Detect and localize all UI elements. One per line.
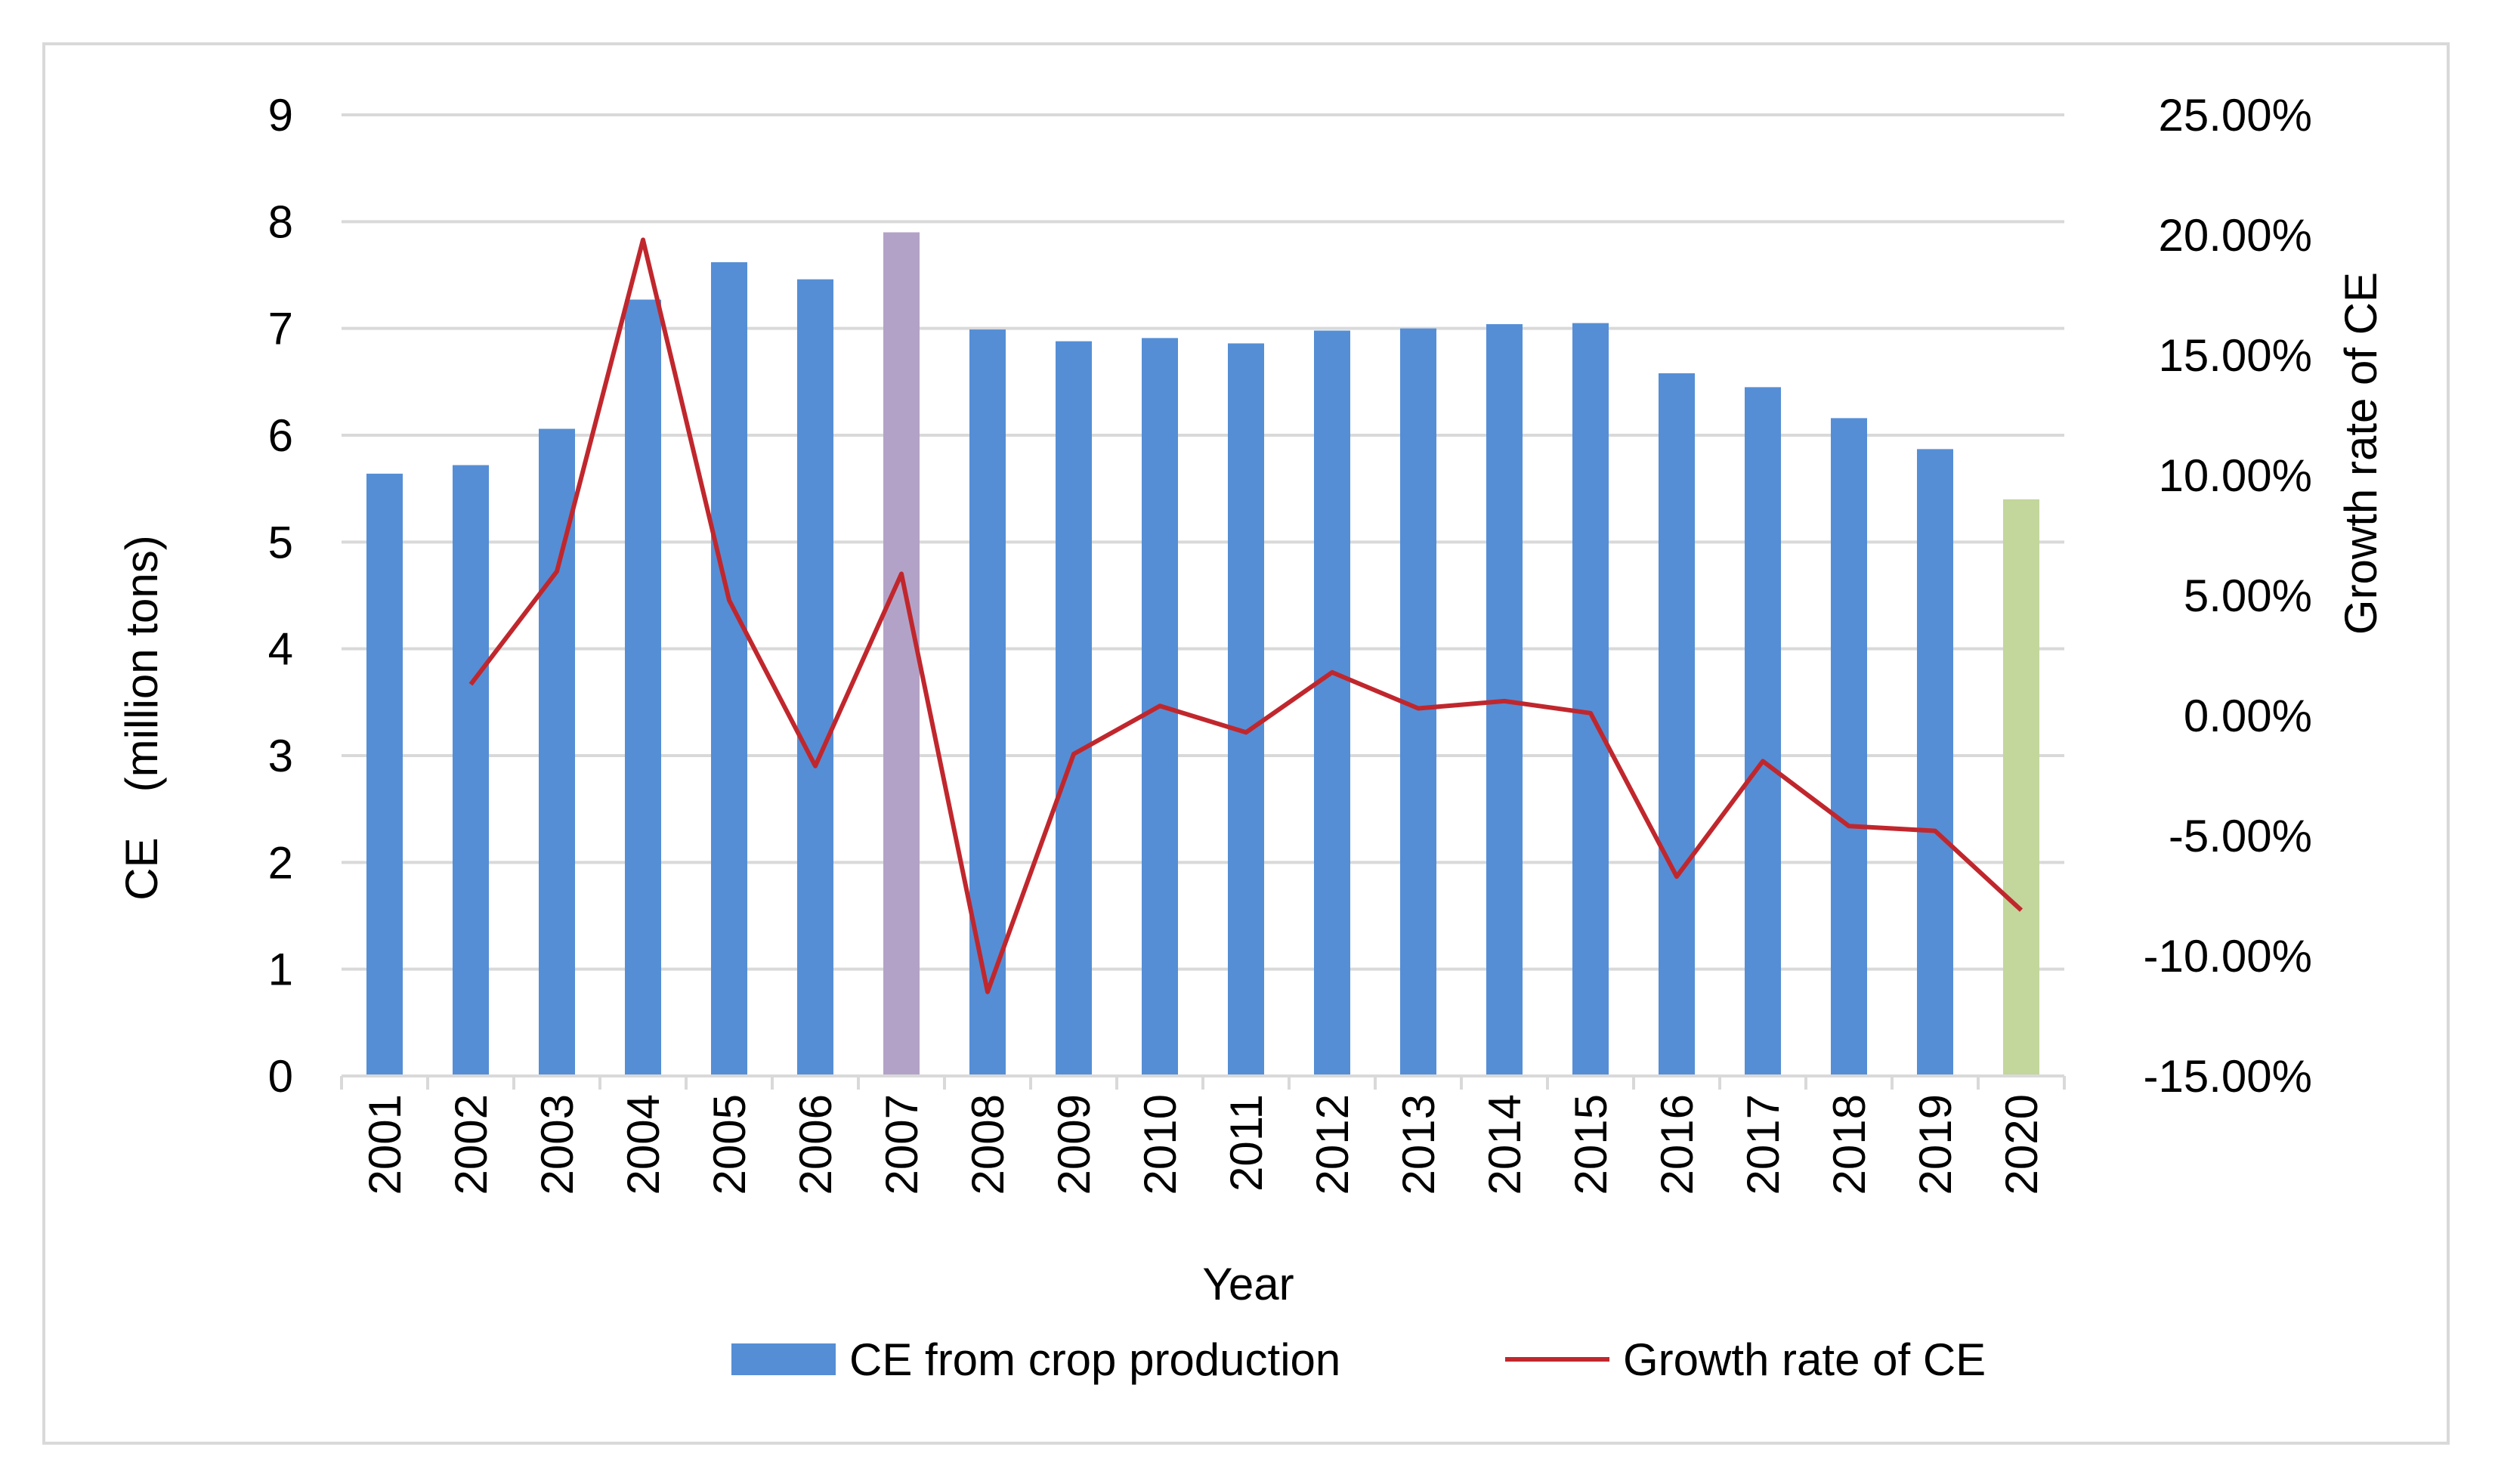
y2-tick-label: 15.00% [2159,330,2313,381]
y2-tick-label: 5.00% [2184,570,2312,621]
legend-bar-swatch [731,1343,836,1375]
y2-tick-label: -10.00% [2144,931,2312,982]
y2-tick-label: 0.00% [2184,691,2312,741]
y-axis-title: CE (million tons) [116,535,167,900]
x-tick-label: 2010 [1135,1094,1186,1195]
y2-tick-label: 20.00% [2159,210,2313,261]
y2-axis-title: Growth rate of CE [2336,272,2386,635]
x-tick-label: 2012 [1307,1094,1358,1195]
y-tick-label: 3 [268,731,293,781]
y-tick-label: 7 [268,304,293,354]
bar-2018 [1831,418,1867,1076]
x-tick-label: 2011 [1221,1094,1272,1192]
y-tick-label: 5 [268,517,293,567]
bar-2011 [1228,343,1264,1076]
bar-2008 [969,329,1006,1077]
x-tick-label: 2013 [1393,1094,1444,1195]
x-tick-label: 2008 [963,1094,1013,1195]
x-axis-tick-labels: 2001 2002 2003 2004 2005 2006 2007 2008 2009 2010… [360,1094,2047,1195]
bar-2017 [1745,387,1781,1076]
x-tick-label: 2014 [1479,1094,1530,1195]
y2-tick-label: 10.00% [2159,450,2313,501]
bar-2003 [539,428,575,1076]
bar-2015 [1572,323,1609,1077]
y-axis-tick-labels: 0 1 2 3 4 5 6 7 8 9 [268,90,293,1102]
x-tick-label: 2002 [446,1094,496,1195]
x-tick-label: 2003 [532,1094,583,1195]
x-tick-label: 2001 [360,1094,410,1195]
y-tick-label: 9 [268,90,293,141]
bar-2007 [883,232,920,1076]
y2-tick-label: -5.00% [2169,811,2312,861]
legend-line-label: Growth rate of CE [1623,1334,1986,1385]
bar-2004 [625,299,661,1077]
y2-axis-tick-labels: -15.00% -10.00% -5.00% 0.00% 5.00% 10.00% 15.0… [2144,90,2312,1102]
x-tick-label: 2018 [1824,1094,1875,1195]
x-tick-label: 2005 [704,1094,755,1195]
y-tick-label: 6 [268,410,293,461]
bar-2009 [1056,341,1092,1076]
bar-2012 [1314,330,1350,1076]
bar-2020 [2003,499,2039,1076]
x-tick-label: 2009 [1049,1094,1099,1195]
x-tick-label: 2019 [1910,1094,1961,1195]
x-tick-label: 2004 [618,1094,669,1195]
bar-2001 [366,473,403,1076]
x-tick-label: 2017 [1738,1094,1789,1195]
x-tick-label: 2006 [790,1094,841,1195]
y-tick-label: 1 [268,945,293,995]
bar-2002 [453,465,489,1076]
x-tick-label: 2020 [1996,1094,2047,1195]
bar-2005 [711,262,747,1076]
gridlines [342,113,2064,1077]
bar-2019 [1917,449,1953,1076]
y-tick-label: 2 [268,837,293,888]
legend: CE from crop production Growth rate of C… [731,1334,1986,1385]
bar-series [366,232,2039,1077]
x-axis-ticks [340,1076,2066,1090]
y-tick-label: 8 [268,196,293,247]
y-tick-label: 4 [268,624,293,675]
x-axis-title: Year [1202,1259,1294,1309]
x-tick-label: 2007 [876,1094,927,1195]
x-tick-label: 2015 [1566,1094,1616,1195]
y2-tick-label: -15.00% [2144,1051,2312,1102]
x-tick-label: 2016 [1652,1094,1702,1195]
y2-tick-label: 25.00% [2159,90,2313,141]
bar-2016 [1659,373,1695,1076]
growth-rate-line [468,237,2024,994]
y-tick-label: 0 [268,1051,293,1102]
legend-bar-label: CE from crop production [849,1334,1340,1385]
bar-2006 [797,279,833,1076]
